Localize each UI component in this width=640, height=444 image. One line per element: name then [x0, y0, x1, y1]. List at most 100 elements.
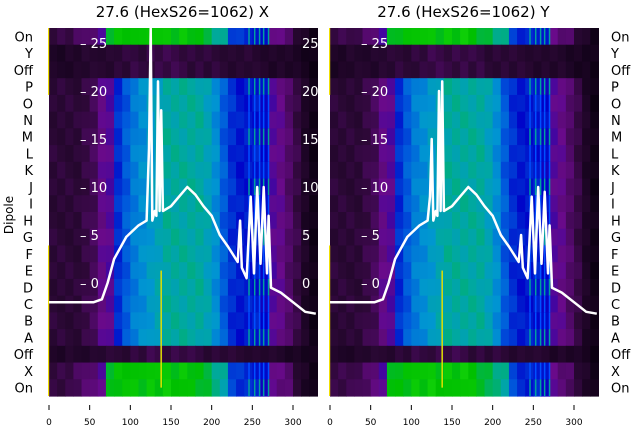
heatmap-stripe [258, 178, 261, 196]
heatmap-cell [541, 245, 551, 263]
heatmap-cell [293, 111, 302, 129]
heatmap-cell [268, 28, 278, 46]
heatmap-cell [219, 94, 229, 113]
heatmap-stripe [539, 262, 542, 279]
heatmap-cell [460, 28, 469, 46]
heatmap-stripe [529, 161, 531, 179]
heatmap-cell [293, 61, 302, 79]
x-tick-label: 100 [403, 418, 420, 428]
heatmap-cell [236, 295, 245, 313]
heatmap-cell [65, 111, 74, 129]
heatmap-cell [533, 161, 543, 180]
heatmap-cell [476, 78, 486, 96]
heatmap-cell [301, 278, 310, 297]
heatmap-cell [541, 111, 551, 129]
heatmap-cell [211, 61, 221, 79]
heatmap-cell [81, 262, 91, 280]
heatmap-stripe [539, 312, 542, 330]
heatmap-cell [89, 128, 99, 146]
heatmap-cell [154, 295, 164, 313]
heatmap-cell [452, 262, 461, 280]
heatmap-cell [565, 28, 575, 46]
heatmap-cell [162, 245, 172, 263]
heatmap-cell [411, 44, 421, 63]
heatmap-stripe [534, 379, 537, 396]
heatmap-cell [419, 295, 429, 313]
heatmap-cell [362, 345, 372, 364]
heatmap-cell [284, 128, 294, 146]
heatmap-cell [476, 44, 486, 63]
heatmap-cell [582, 278, 591, 297]
heatmap-cell [549, 345, 559, 364]
heatmap-cell [338, 379, 347, 397]
heatmap-cell [582, 111, 591, 129]
heatmap-cell [57, 329, 66, 347]
heatmap-hot-stripe [160, 270, 162, 388]
heatmap-cell [330, 295, 339, 313]
heatmap-cell [236, 94, 245, 113]
heatmap-cell [105, 212, 115, 230]
heatmap-cell [122, 362, 131, 380]
heatmap-cell [460, 329, 469, 347]
heatmap-cell [395, 78, 404, 96]
heatmap-cell [476, 178, 486, 196]
heatmap-cell [370, 44, 380, 63]
heatmap-cell [533, 262, 543, 280]
heatmap-cell [276, 345, 286, 364]
heatmap-cell [403, 28, 412, 46]
heatmap-cell [403, 262, 412, 280]
heatmap-cell [268, 78, 278, 96]
heatmap-cell [219, 78, 229, 96]
heatmap-cell [219, 312, 229, 330]
heatmap-cell [49, 128, 58, 146]
heatmap-cell [171, 245, 180, 263]
heatmap-cell [284, 312, 294, 330]
heatmap-cell [203, 78, 213, 96]
heatmap-cell [395, 295, 404, 313]
heatmap-cell [301, 145, 310, 163]
heatmap-cell [293, 212, 302, 230]
heatmap-cell [252, 28, 262, 46]
heatmap-cell [65, 195, 74, 213]
heatmap-cell [346, 278, 355, 297]
heatmap-cell [154, 345, 164, 364]
heatmap-cell [517, 61, 526, 79]
heatmap-cell [468, 312, 477, 330]
heatmap-cell [395, 28, 404, 46]
heatmap-cell [582, 228, 591, 247]
heatmap-cell [122, 145, 131, 163]
heatmap-cell [549, 94, 559, 113]
heatmap-cell [435, 78, 445, 96]
heatmap-cell [574, 28, 583, 46]
heatmap-cell [582, 345, 591, 364]
heatmap-stripe [262, 245, 265, 263]
heatmap-cell [138, 362, 148, 380]
heatmap-cell [138, 295, 148, 313]
heatmap-stripe [534, 28, 537, 45]
heatmap-cell [468, 111, 477, 129]
heatmap-cell [468, 278, 477, 297]
heatmap-cell [89, 195, 99, 213]
heatmap-cell [419, 61, 429, 79]
heatmap-cell [435, 245, 445, 263]
heatmap-cell [227, 145, 237, 163]
heatmap-cell [557, 345, 567, 364]
heatmap-cell [452, 61, 461, 79]
heatmap-cell [508, 345, 518, 364]
overlay-y-tick-label: – 15 [80, 133, 107, 148]
heatmap-cell [362, 28, 372, 46]
heatmap-cell [97, 94, 107, 113]
heatmap-cell [162, 262, 172, 280]
heatmap-cell [549, 295, 559, 313]
heatmap-cell [65, 178, 74, 196]
heatmap-cell [65, 78, 74, 96]
heatmap-cell [338, 228, 347, 247]
heatmap-stripe [253, 128, 256, 146]
heatmap-cell [517, 111, 526, 129]
heatmap-stripe [534, 78, 537, 95]
heatmap-cell [378, 228, 388, 247]
heatmap-cell [130, 94, 140, 113]
row-label-left: I [29, 198, 33, 213]
heatmap-cell [130, 28, 140, 46]
heatmap-edge [329, 28, 331, 95]
